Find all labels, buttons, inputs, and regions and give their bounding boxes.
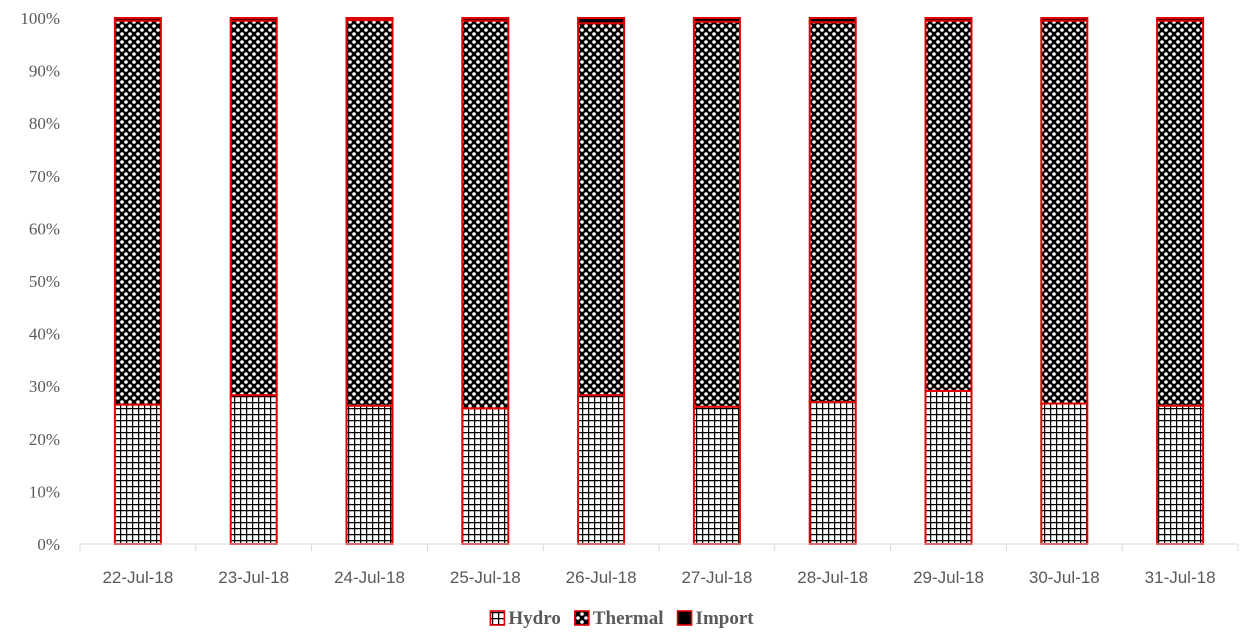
bar-segment-import [113, 17, 162, 22]
x-tick-label: 23-Jul-18 [218, 568, 289, 587]
legend-label-thermal: Thermal [593, 608, 664, 629]
bar-segment-hydro [924, 389, 973, 545]
bar-segment-import [1040, 17, 1089, 22]
y-tick-label: 100% [20, 9, 60, 28]
bar-segment-thermal [577, 22, 626, 397]
bar-segment-import [577, 17, 626, 25]
y-axis-tick-labels: 0% 10% 20% 30% 40% 50% 60% 70% 80% 90% 100% [20, 9, 60, 554]
bar-series-group [113, 17, 1205, 546]
x-tick-label: 26-Jul-18 [566, 568, 637, 587]
bar-segment-import [461, 17, 510, 22]
bar-segment-import [1156, 17, 1205, 22]
y-tick-label: 80% [29, 114, 60, 133]
y-tick-label: 20% [29, 430, 60, 449]
bar-segment-thermal [461, 19, 510, 410]
bar-segment-hydro [229, 394, 278, 545]
legend-swatch-thermal [574, 610, 590, 626]
bar-segment-thermal [345, 19, 394, 407]
bar-segment-thermal [229, 19, 278, 397]
x-tick-label: 24-Jul-18 [334, 568, 405, 587]
x-tick-label: 25-Jul-18 [450, 568, 521, 587]
bar-segment-hydro [461, 407, 510, 545]
legend-label-hydro: Hydro [508, 608, 560, 629]
x-axis-tick-labels: 22-Jul-18 23-Jul-18 24-Jul-18 25-Jul-18 26-J… [102, 568, 1215, 587]
y-tick-label: 90% [29, 62, 60, 81]
y-tick-label: 60% [29, 219, 60, 238]
bar-segment-thermal [1040, 19, 1089, 405]
bar-segment-import [692, 17, 741, 23]
bar-segment-hydro [577, 394, 626, 545]
legend-swatch-import [676, 610, 693, 626]
x-tick-label: 29-Jul-18 [913, 568, 984, 587]
x-tick-label: 27-Jul-18 [681, 568, 752, 587]
bar-segment-hydro [692, 405, 741, 545]
bar-segment-thermal [692, 20, 741, 408]
bar-segment-import [808, 17, 857, 24]
y-tick-label: 40% [29, 325, 60, 344]
y-tick-label: 50% [29, 272, 60, 291]
x-tick-label: 22-Jul-18 [102, 568, 173, 587]
bar-segment-hydro [1156, 404, 1205, 545]
bar-segment-thermal [808, 21, 857, 403]
bar-segment-thermal [1156, 19, 1205, 407]
legend-label-import: Import [696, 608, 755, 629]
bar-segment-import [345, 17, 394, 22]
legend: Hydro Thermal Import [489, 608, 755, 629]
y-tick-label: 30% [29, 377, 60, 396]
x-tick-label: 31-Jul-18 [1145, 568, 1216, 587]
x-tick-label: 28-Jul-18 [797, 568, 868, 587]
bar-segment-hydro [1040, 402, 1089, 546]
bar-segment-thermal [113, 19, 162, 406]
y-tick-label: 10% [29, 482, 60, 501]
bar-segment-thermal [924, 19, 973, 392]
bar-segment-hydro [113, 403, 162, 545]
bar-segment-hydro [345, 404, 394, 545]
y-tick-label: 0% [37, 535, 60, 554]
bar-segment-hydro [808, 400, 857, 546]
bar-segment-import [229, 17, 278, 22]
bar-segment-import [924, 17, 973, 22]
legend-swatch-hydro [489, 610, 506, 626]
x-axis-tick-marks [79, 544, 1239, 551]
x-tick-label: 30-Jul-18 [1029, 568, 1100, 587]
y-tick-label: 70% [29, 167, 60, 186]
